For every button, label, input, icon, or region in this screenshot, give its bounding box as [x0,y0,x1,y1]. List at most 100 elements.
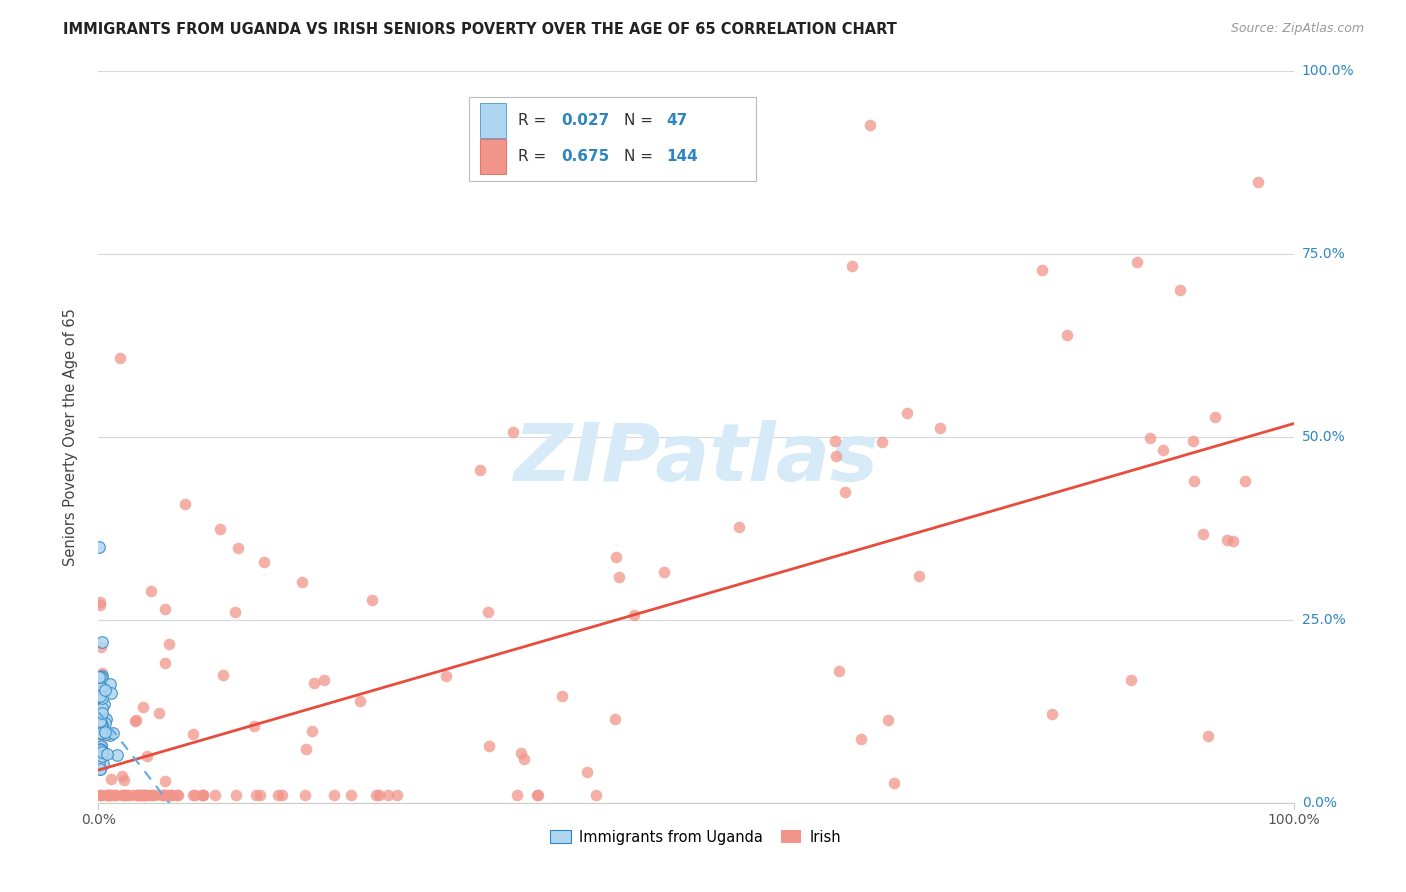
Point [121,789,143,803]
Point [91,745,114,759]
Point [1222,533,1244,548]
Point [145,789,167,803]
Point [153,774,176,789]
Point [148,706,170,721]
Point [138,789,160,803]
Point [623,607,645,622]
Point [174,497,197,511]
Point [527,789,550,803]
Point [124,714,146,728]
Point [1181,434,1204,449]
Point [115,789,138,803]
Point [387,789,409,803]
Point [87,540,110,554]
Point [851,732,873,747]
Point [141,789,163,803]
Point [153,789,176,803]
Point [191,789,214,803]
Point [841,259,863,273]
Point [191,789,214,803]
Point [907,569,929,583]
Point [90,706,112,721]
Point [858,119,880,133]
Point [271,789,294,803]
Point [1216,533,1239,548]
Point [204,789,226,803]
Text: R =: R = [517,113,551,128]
Point [167,789,190,803]
Point [1204,410,1226,425]
Point [605,712,627,726]
Point [89,598,111,612]
FancyBboxPatch shape [470,97,756,181]
Point [349,694,371,708]
Legend: Immigrants from Uganda, Irish: Immigrants from Uganda, Irish [544,823,848,850]
Point [368,789,391,803]
Point [652,565,675,579]
Point [152,789,174,803]
Point [150,789,173,803]
Point [828,664,851,678]
Point [91,666,114,681]
Point [89,719,111,733]
Point [1121,673,1143,687]
Point [225,789,247,803]
Point [87,684,110,698]
Point [1234,474,1257,488]
Point [502,425,524,439]
Point [91,748,114,763]
Point [132,789,155,803]
Point [104,789,127,803]
Point [87,756,110,770]
Point [825,449,848,463]
Text: Source: ZipAtlas.com: Source: ZipAtlas.com [1230,22,1364,36]
Point [89,595,111,609]
Point [97,789,120,803]
Point [90,715,112,730]
Text: R =: R = [517,150,551,164]
Point [134,789,156,803]
Point [98,789,121,803]
Text: 25.0%: 25.0% [1302,613,1346,627]
Text: 50.0%: 50.0% [1302,430,1346,444]
Point [91,678,114,692]
Point [89,763,111,777]
Point [93,725,115,739]
Point [87,670,110,684]
Point [142,789,165,803]
Point [291,574,314,589]
Point [90,788,112,802]
Point [245,789,267,803]
Point [605,550,627,565]
Point [135,789,157,803]
Point [96,727,118,741]
Point [127,789,149,803]
Text: 144: 144 [666,150,697,164]
Point [1056,327,1078,342]
Point [94,712,117,726]
Point [93,697,115,711]
Point [100,686,122,700]
Point [1191,526,1213,541]
Point [1152,442,1174,457]
Point [1126,255,1149,269]
Point [93,725,115,739]
Point [513,752,536,766]
Point [89,686,111,700]
Point [90,718,112,732]
Point [226,541,249,555]
Point [100,772,122,787]
Point [1168,283,1191,297]
Point [294,789,316,803]
Point [132,700,155,714]
Text: 0.675: 0.675 [561,150,609,164]
Point [105,748,128,763]
Point [312,673,335,687]
Point [585,789,607,803]
Point [1031,263,1053,277]
Text: 0.0%: 0.0% [1302,796,1337,810]
Point [111,789,134,803]
Point [166,789,188,803]
Point [323,789,346,803]
Point [101,789,124,803]
